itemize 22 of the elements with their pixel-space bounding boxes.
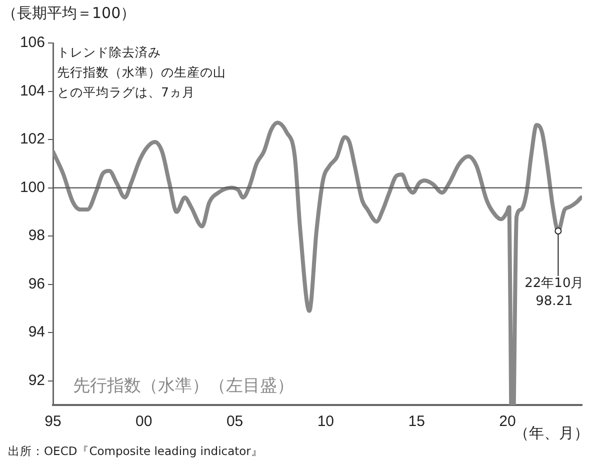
y-tick-label: 98 <box>28 227 45 244</box>
y-tick-label: 102 <box>20 130 45 148</box>
x-tick-label: 10 <box>317 413 334 430</box>
text: 出所：OECD『Composite leading indicator』 <box>8 444 263 459</box>
annotation: トレンド除去済み <box>57 44 161 60</box>
y-tick-label: 94 <box>28 324 45 341</box>
text: 先行指数（水準）（左目盛） <box>73 376 294 396</box>
x-tick-label: 15 <box>408 413 425 430</box>
annotation: との平均ラグは、7ヵ月 <box>57 84 195 100</box>
y-tick-label: 104 <box>20 82 45 100</box>
y-tick-label: 100 <box>20 178 45 196</box>
annotation: 22年10月 98.21 <box>524 276 584 309</box>
y-tick-label: 96 <box>28 275 45 292</box>
annotation: 先行指数（水準）の生産の山 <box>57 64 226 80</box>
y-axis-title: （長期平均＝100） <box>2 4 136 23</box>
x-tick-label: 00 <box>136 413 152 430</box>
x-axis-title: （年、月） <box>514 424 589 443</box>
x-tick-label: 20 <box>499 413 516 430</box>
y-tick-label: 92 <box>28 372 45 390</box>
x-tick-label: 95 <box>44 413 62 430</box>
y-tick-label: 106 <box>20 34 45 52</box>
x-tick-label: 05 <box>226 413 244 430</box>
